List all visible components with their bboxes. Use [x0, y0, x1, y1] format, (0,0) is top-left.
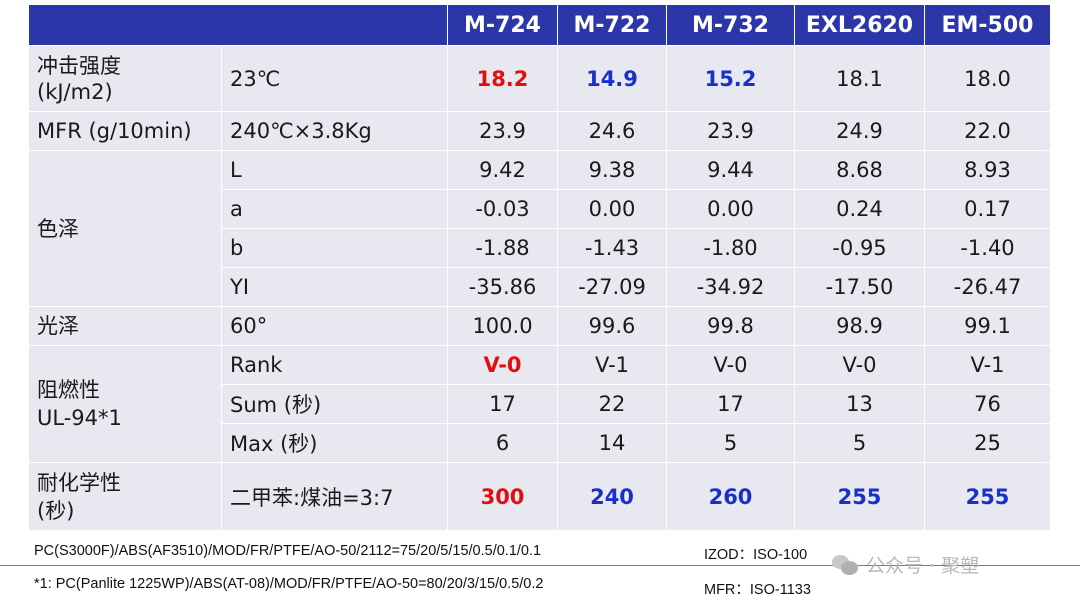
- row-impact: 冲击强度 (kJ/m2) 23℃ 18.2 14.9 15.2 18.1 18.…: [28, 45, 1051, 112]
- cell-a-em500: 0.17: [924, 189, 1051, 229]
- note-mfr: MFR：ISO-1133: [704, 582, 811, 598]
- header-m732: M-732: [666, 4, 795, 46]
- cell-gloss-m732: 99.8: [666, 306, 795, 346]
- cond-flame-max: Max (秒): [221, 423, 448, 463]
- cell-mfr-exl2620: 24.9: [794, 111, 925, 151]
- cell-b-em500: -1.40: [924, 228, 1051, 268]
- divider: [0, 565, 1080, 566]
- row-color-l: 色泽 L 9.42 9.38 9.44 8.68 8.93: [28, 150, 1051, 307]
- cell-chem-m724: 300: [447, 462, 558, 531]
- watermark: 公众号 · 聚塑: [832, 551, 979, 578]
- cell-sum-exl2620: 13: [794, 384, 925, 424]
- cell-sum-m732: 17: [666, 384, 795, 424]
- cell-l-exl2620: 8.68: [794, 150, 925, 190]
- header-blank: [28, 4, 448, 46]
- cell-impact-exl2620: 18.1: [794, 45, 925, 112]
- note-formula-1: PC(S3000F)/ABS(AF3510)/MOD/FR/PTFE/AO-50…: [34, 543, 542, 559]
- cell-rank-em500: V-1: [924, 345, 1051, 385]
- cell-l-m724: 9.42: [447, 150, 558, 190]
- cell-yi-m724: -35.86: [447, 267, 558, 307]
- cond-chem: 二甲苯:煤油=3:7: [221, 462, 448, 531]
- cell-sum-m724: 17: [447, 384, 558, 424]
- cond-mfr: 240℃×3.8Kg: [221, 111, 448, 151]
- cell-yi-exl2620: -17.50: [794, 267, 925, 307]
- row-color-a: a -0.03 0.00 0.00 0.24 0.17: [29, 189, 1051, 229]
- header-em500: EM-500: [924, 4, 1051, 46]
- prop-flame: 阻燃性 UL-94*1: [28, 345, 222, 463]
- cond-flame-sum: Sum (秒): [221, 384, 448, 424]
- row-gloss: 光泽 60° 100.0 99.6 99.8 98.9 99.1: [28, 306, 1051, 346]
- cell-gloss-m722: 99.6: [557, 306, 667, 346]
- cell-b-m732: -1.80: [666, 228, 795, 268]
- cell-rank-exl2620: V-0: [794, 345, 925, 385]
- cond-color-b: b: [221, 228, 448, 268]
- cell-chem-m732: 260: [666, 462, 795, 531]
- cell-yi-m722: -27.09: [557, 267, 667, 307]
- cell-a-exl2620: 0.24: [794, 189, 925, 229]
- cell-l-m722: 9.38: [557, 150, 667, 190]
- cond-color-a: a: [221, 189, 448, 229]
- cell-yi-m732: -34.92: [666, 267, 795, 307]
- row-color-yi: YI -35.86 -27.09 -34.92 -17.50 -26.47: [29, 267, 1051, 307]
- cell-l-em500: 8.93: [924, 150, 1051, 190]
- cell-chem-exl2620: 255: [794, 462, 925, 531]
- prop-color: 色泽: [28, 150, 222, 307]
- cell-rank-m722: V-1: [557, 345, 667, 385]
- cell-a-m732: 0.00: [666, 189, 795, 229]
- note-izod: IZOD：ISO-100: [704, 547, 808, 563]
- cond-color-yi: YI: [221, 267, 448, 307]
- row-flame-rank: 阻燃性 UL-94*1 Rank V-0 V-1 V-0 V-0 V-1: [28, 345, 1051, 463]
- cell-a-m722: 0.00: [557, 189, 667, 229]
- cell-b-m724: -1.88: [447, 228, 558, 268]
- watermark-text: 公众号 · 聚塑: [866, 555, 980, 577]
- header-exl2620: EXL2620: [794, 4, 925, 46]
- comparison-table: M-724 M-722 M-732 EXL2620 EM-500 冲击强度 (k…: [28, 4, 1051, 531]
- cell-impact-m732: 15.2: [666, 45, 795, 112]
- cell-impact-m722: 14.9: [557, 45, 667, 112]
- cell-sum-em500: 76: [924, 384, 1051, 424]
- cond-color-l: L: [221, 150, 448, 190]
- cell-impact-em500: 18.0: [924, 45, 1051, 112]
- cond-impact: 23℃: [221, 45, 448, 112]
- row-color-b: b -1.88 -1.43 -1.80 -0.95 -1.40: [29, 228, 1051, 268]
- cell-max-em500: 25: [924, 423, 1051, 463]
- cell-max-m732: 5: [666, 423, 795, 463]
- cell-mfr-m732: 23.9: [666, 111, 795, 151]
- cell-yi-em500: -26.47: [924, 267, 1051, 307]
- header-m724: M-724: [447, 4, 558, 46]
- prop-impact: 冲击强度 (kJ/m2): [28, 45, 222, 112]
- cell-gloss-m724: 100.0: [447, 306, 558, 346]
- cell-max-exl2620: 5: [794, 423, 925, 463]
- cell-max-m724: 6: [447, 423, 558, 463]
- cell-b-exl2620: -0.95: [794, 228, 925, 268]
- cell-sum-m722: 22: [557, 384, 667, 424]
- cell-impact-m724: 18.2: [447, 45, 558, 112]
- row-flame-sum: Sum (秒) 17 22 17 13 76: [29, 384, 1051, 424]
- prop-chem: 耐化学性 (秒): [28, 462, 222, 531]
- prop-gloss: 光泽: [28, 306, 222, 346]
- header-row: M-724 M-722 M-732 EXL2620 EM-500: [28, 4, 1051, 46]
- wechat-icon: [832, 554, 858, 575]
- header-m722: M-722: [557, 4, 667, 46]
- cell-mfr-m724: 23.9: [447, 111, 558, 151]
- cell-chem-em500: 255: [924, 462, 1051, 531]
- cell-rank-m724: V-0: [447, 345, 558, 385]
- cell-mfr-em500: 22.0: [924, 111, 1051, 151]
- cell-rank-m732: V-0: [666, 345, 795, 385]
- row-mfr: MFR (g/10min) 240℃×3.8Kg 23.9 24.6 23.9 …: [28, 111, 1051, 151]
- cell-b-m722: -1.43: [557, 228, 667, 268]
- note-formula-2: *1: PC(Panlite 1225WP)/ABS(AT-08)/MOD/FR…: [34, 576, 544, 592]
- cell-chem-m722: 240: [557, 462, 667, 531]
- row-chem: 耐化学性 (秒) 二甲苯:煤油=3:7 300 240 260 255 255: [28, 462, 1051, 531]
- cell-l-m732: 9.44: [666, 150, 795, 190]
- cell-mfr-m722: 24.6: [557, 111, 667, 151]
- prop-mfr: MFR (g/10min): [28, 111, 222, 151]
- cell-gloss-em500: 99.1: [924, 306, 1051, 346]
- cell-max-m722: 14: [557, 423, 667, 463]
- cond-gloss: 60°: [221, 306, 448, 346]
- cell-a-m724: -0.03: [447, 189, 558, 229]
- cond-flame-rank: Rank: [221, 345, 448, 385]
- cell-gloss-exl2620: 98.9: [794, 306, 925, 346]
